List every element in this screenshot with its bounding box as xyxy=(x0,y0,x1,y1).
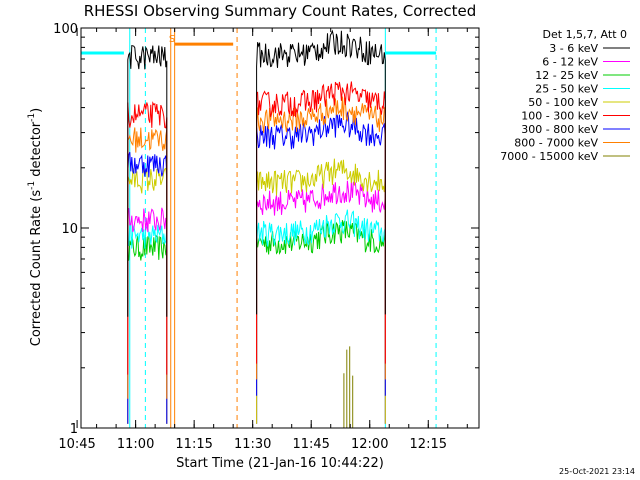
legend-label: 12 - 25 keV xyxy=(535,69,598,82)
x-tick-label: 11:15 xyxy=(175,437,212,452)
series-line-0-0 xyxy=(127,44,168,317)
annotation-0: S xyxy=(169,34,175,45)
timestamp: 25-Oct-2021 23:14 xyxy=(559,467,635,476)
series-line-2-1 xyxy=(256,220,386,424)
series-line-5-0 xyxy=(127,101,168,375)
y-tick-label: 100 xyxy=(53,22,78,37)
series-line-0-1 xyxy=(256,29,386,315)
series-line-7-1 xyxy=(256,96,386,380)
legend-label: 50 - 100 keV xyxy=(528,96,598,109)
legend-label: 25 - 50 keV xyxy=(535,83,598,96)
legend-label: 6 - 12 keV xyxy=(542,56,598,69)
y-axis-label: Corrected Count Rate (s-1 detector-1) xyxy=(27,108,44,346)
legend-label: 7000 - 15000 keV xyxy=(500,150,598,163)
series-line-4-0 xyxy=(127,167,168,424)
series-line-1-0 xyxy=(127,207,168,424)
legend-label: 100 - 300 keV xyxy=(521,110,598,123)
x-axis-label: Start Time (21-Jan-16 10:44:22) xyxy=(176,456,384,471)
legend-label: 300 - 800 keV xyxy=(521,123,598,136)
x-tick-label: 11:00 xyxy=(117,437,154,452)
series-line-3-1 xyxy=(256,209,386,424)
chart-title: RHESSI Observing Summary Count Rates, Co… xyxy=(84,2,477,20)
series-line-2-0 xyxy=(127,234,168,424)
series-line-7-0 xyxy=(127,127,168,399)
axes: 10:45 11:00 11:15 11:30 11:45 12:00 12:15 1 10 10… xyxy=(53,22,480,452)
legend-label: 3 - 6 keV xyxy=(549,42,598,55)
legend-header: Det 1,5,7, Att 0 xyxy=(543,28,627,41)
series-line-5-1 xyxy=(256,81,386,364)
x-tick-label: 11:45 xyxy=(292,437,329,452)
series-line-6-0 xyxy=(127,151,168,424)
y-tick-label: 1 xyxy=(70,422,78,437)
series-line-1-1 xyxy=(256,180,386,424)
x-tick-label: 12:00 xyxy=(351,437,388,452)
x-tick-label: 12:15 xyxy=(410,437,447,452)
series-line-8-0 xyxy=(343,346,354,428)
plot-area: S xyxy=(81,28,437,428)
x-tick-label: 11:30 xyxy=(234,437,271,452)
legend-label: 800 - 7000 keV xyxy=(514,137,598,150)
series-line-4-1 xyxy=(256,158,386,424)
series-line-6-1 xyxy=(256,110,386,396)
x-tick-label: 10:45 xyxy=(58,437,95,452)
y-tick-label: 10 xyxy=(61,222,78,237)
